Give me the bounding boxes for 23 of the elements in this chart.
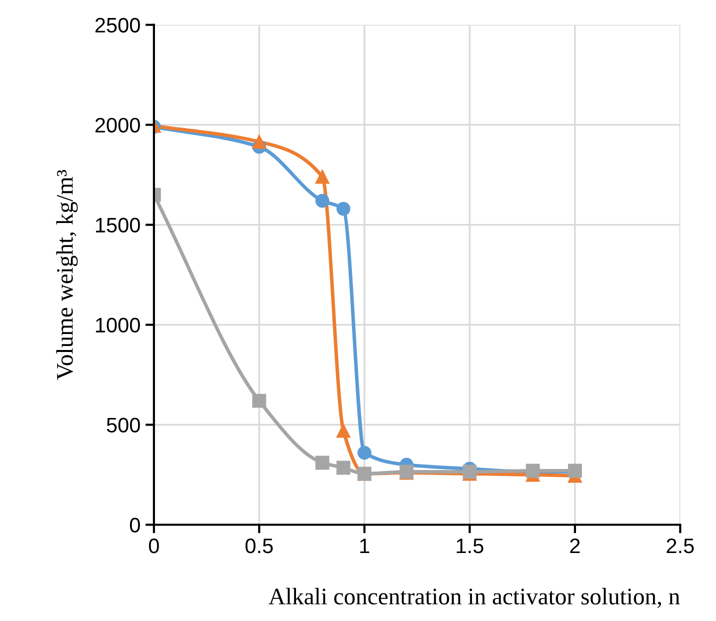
point [336, 424, 350, 438]
y-tick-label: 2000 [95, 118, 140, 133]
y-tick-label: 2500 [95, 18, 140, 33]
x-tick-label: 2.5 [666, 538, 694, 554]
x-tick-label: 0.5 [246, 538, 273, 554]
point [336, 460, 350, 475]
y-tick-label: 500 [106, 418, 140, 433]
y-axis-title: Volume weight, kg/m³ [56, 170, 78, 380]
point [252, 134, 266, 149]
point [358, 446, 372, 460]
x-tick-label: 0 [148, 538, 159, 554]
x-tick-label: 2 [570, 538, 580, 554]
point [315, 170, 330, 184]
point [336, 202, 350, 216]
y-tick-label: 1500 [96, 218, 140, 233]
x-tick-label: 1 [360, 538, 370, 554]
y-tick-label: 1000 [96, 318, 140, 333]
x-tick-label: 1.5 [456, 538, 484, 554]
x-axis-title: Alkali concentration in activator solution, n [268, 588, 680, 608]
point [252, 394, 266, 408]
y-tick-label: 0 [130, 518, 140, 532]
point [315, 194, 330, 208]
point [315, 456, 330, 470]
